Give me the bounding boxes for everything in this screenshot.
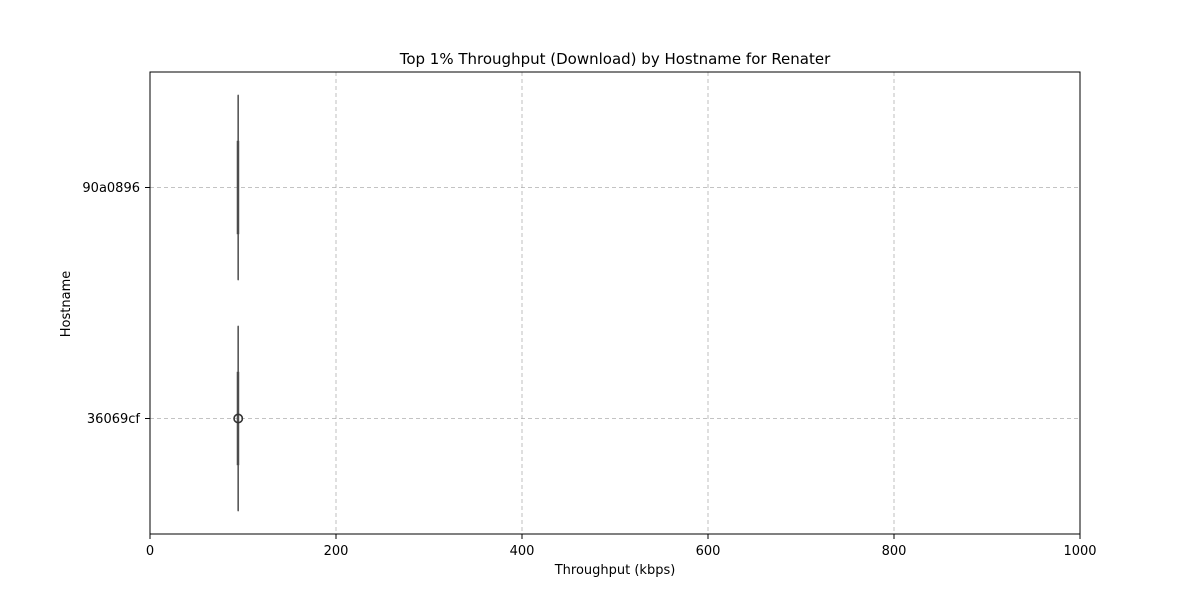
x-tick-label: 600 (696, 544, 721, 559)
x-tick-label: 800 (882, 544, 907, 559)
x-tick-label: 200 (324, 544, 349, 559)
box-group-36069cf (233, 325, 244, 512)
x-tick-label: 0 (146, 544, 154, 559)
y-tick-label: 90a0896 (82, 181, 140, 196)
y-axis-label: Hostname (59, 271, 74, 337)
x-tick-label: 1000 (1063, 544, 1096, 559)
y-tick-label: 36069cf (87, 412, 141, 427)
chart-title: Top 1% Throughput (Download) by Hostname… (399, 50, 831, 68)
x-axis-label: Throughput (kbps) (554, 563, 676, 578)
box-group-90a0896 (236, 94, 240, 281)
axes: 0 200 400 600 800 1000 90a0896 36069cf (82, 71, 1097, 559)
grid-lines (149, 72, 1081, 534)
boxes (233, 94, 244, 512)
outlier-point (233, 413, 244, 424)
x-tick-label: 400 (510, 544, 535, 559)
plot-frame (149, 71, 1081, 535)
